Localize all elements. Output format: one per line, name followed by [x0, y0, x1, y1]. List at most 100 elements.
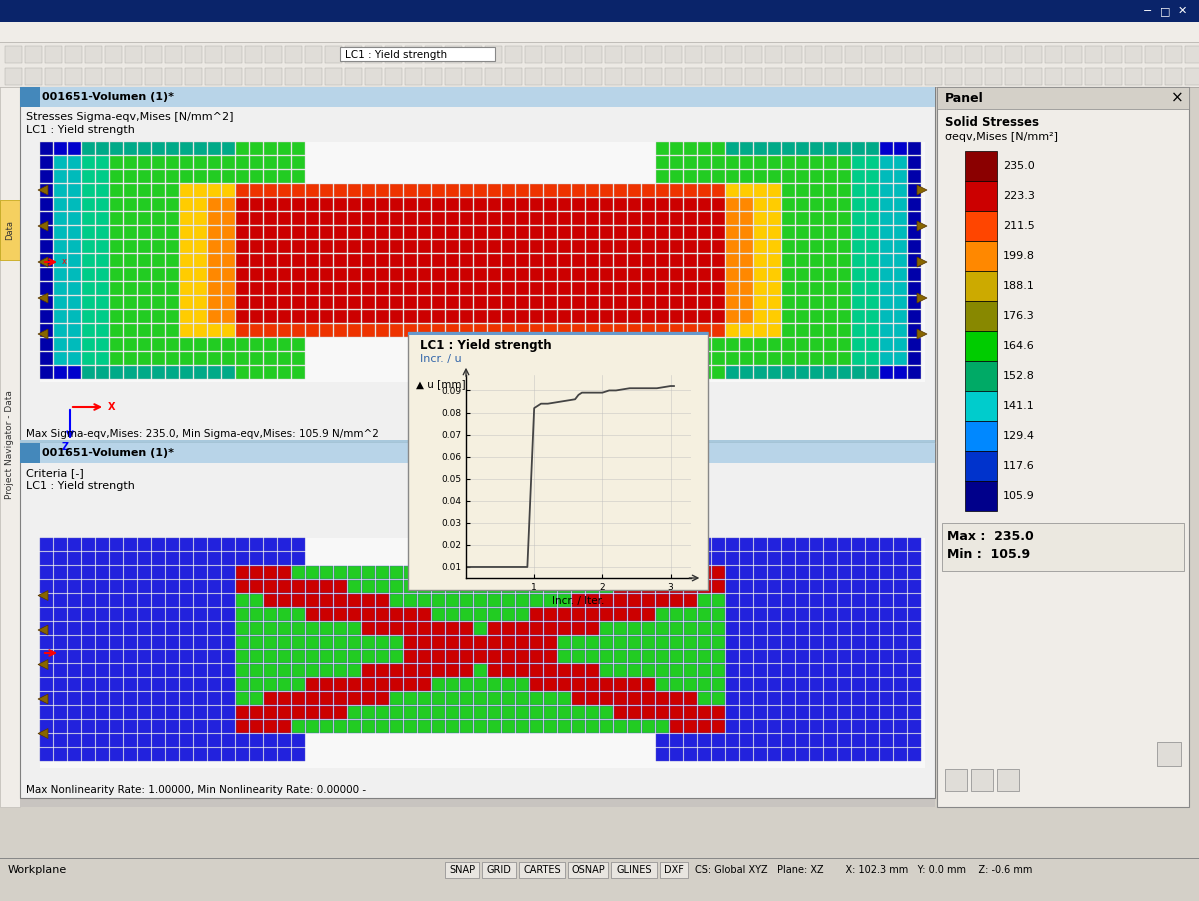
Bar [0, 87, 20, 807]
Bar [474, 706, 487, 719]
Bar [530, 212, 543, 225]
Bar [376, 184, 388, 197]
Bar [54, 310, 67, 323]
Bar [68, 692, 82, 705]
Bar [404, 594, 417, 607]
Bar [418, 622, 430, 635]
Bar [165, 580, 179, 593]
Bar [852, 268, 864, 281]
Bar [293, 310, 305, 323]
Bar [404, 310, 417, 323]
Bar [838, 594, 851, 607]
Bar [880, 184, 893, 197]
Bar [123, 156, 137, 169]
Bar [502, 566, 516, 579]
Bar [740, 268, 753, 281]
Bar [251, 734, 263, 747]
Text: 199.8: 199.8 [1004, 251, 1035, 261]
Bar [82, 268, 95, 281]
Bar [838, 720, 851, 733]
Bar [362, 566, 375, 579]
Bar [68, 622, 82, 635]
Bar [824, 678, 837, 691]
Bar [905, 68, 922, 85]
Bar [712, 352, 725, 365]
Bar [285, 46, 302, 63]
Bar [558, 268, 571, 281]
Bar [727, 678, 739, 691]
Bar [474, 226, 487, 239]
Bar [432, 296, 445, 309]
Bar [446, 566, 459, 579]
Bar [251, 184, 263, 197]
Bar [727, 608, 739, 621]
Bar [25, 46, 42, 63]
Bar [727, 692, 739, 705]
Bar [769, 552, 781, 565]
Bar [838, 566, 851, 579]
Bar [572, 692, 585, 705]
Bar [712, 310, 725, 323]
Bar [123, 748, 137, 761]
Bar [628, 198, 641, 211]
Bar [908, 720, 921, 733]
Bar [320, 310, 333, 323]
Bar [712, 580, 725, 593]
Bar [740, 324, 753, 337]
Bar [769, 580, 781, 593]
Bar [404, 282, 417, 295]
Bar [683, 650, 697, 663]
Bar [68, 324, 82, 337]
Bar [880, 142, 893, 155]
Bar [488, 608, 501, 621]
Bar [824, 310, 837, 323]
Bar [390, 720, 403, 733]
Bar [320, 212, 333, 225]
Bar [40, 296, 53, 309]
Bar [769, 226, 781, 239]
Bar [965, 151, 998, 181]
Bar [54, 538, 67, 551]
Bar [1165, 68, 1182, 85]
Bar [96, 552, 109, 565]
Bar [180, 692, 193, 705]
Bar [432, 310, 445, 323]
Bar [362, 664, 375, 677]
Bar [325, 68, 342, 85]
Bar [782, 352, 795, 365]
Bar [165, 636, 179, 649]
Bar [965, 211, 998, 241]
Bar [811, 580, 823, 593]
Bar [880, 692, 893, 705]
Bar [251, 706, 263, 719]
Bar [905, 46, 922, 63]
Bar [600, 310, 613, 323]
Bar [683, 156, 697, 169]
Bar [544, 296, 558, 309]
Bar [488, 594, 501, 607]
Bar [348, 594, 361, 607]
Bar [894, 692, 906, 705]
Bar [1046, 68, 1062, 85]
Bar [460, 706, 472, 719]
Bar [614, 566, 627, 579]
Bar [530, 566, 543, 579]
Bar [264, 184, 277, 197]
Bar [68, 650, 82, 663]
Bar [251, 650, 263, 663]
Bar [362, 608, 375, 621]
Bar [376, 254, 388, 267]
Bar [544, 212, 558, 225]
Bar [1046, 46, 1062, 63]
Bar [641, 580, 655, 593]
Bar [628, 608, 641, 621]
Bar [306, 296, 319, 309]
Bar [727, 268, 739, 281]
Bar [782, 366, 795, 379]
Bar [600, 706, 613, 719]
Text: 164.6: 164.6 [1004, 341, 1035, 351]
Bar [474, 240, 487, 253]
Bar [745, 68, 763, 85]
Bar [866, 748, 879, 761]
Bar [264, 338, 277, 351]
